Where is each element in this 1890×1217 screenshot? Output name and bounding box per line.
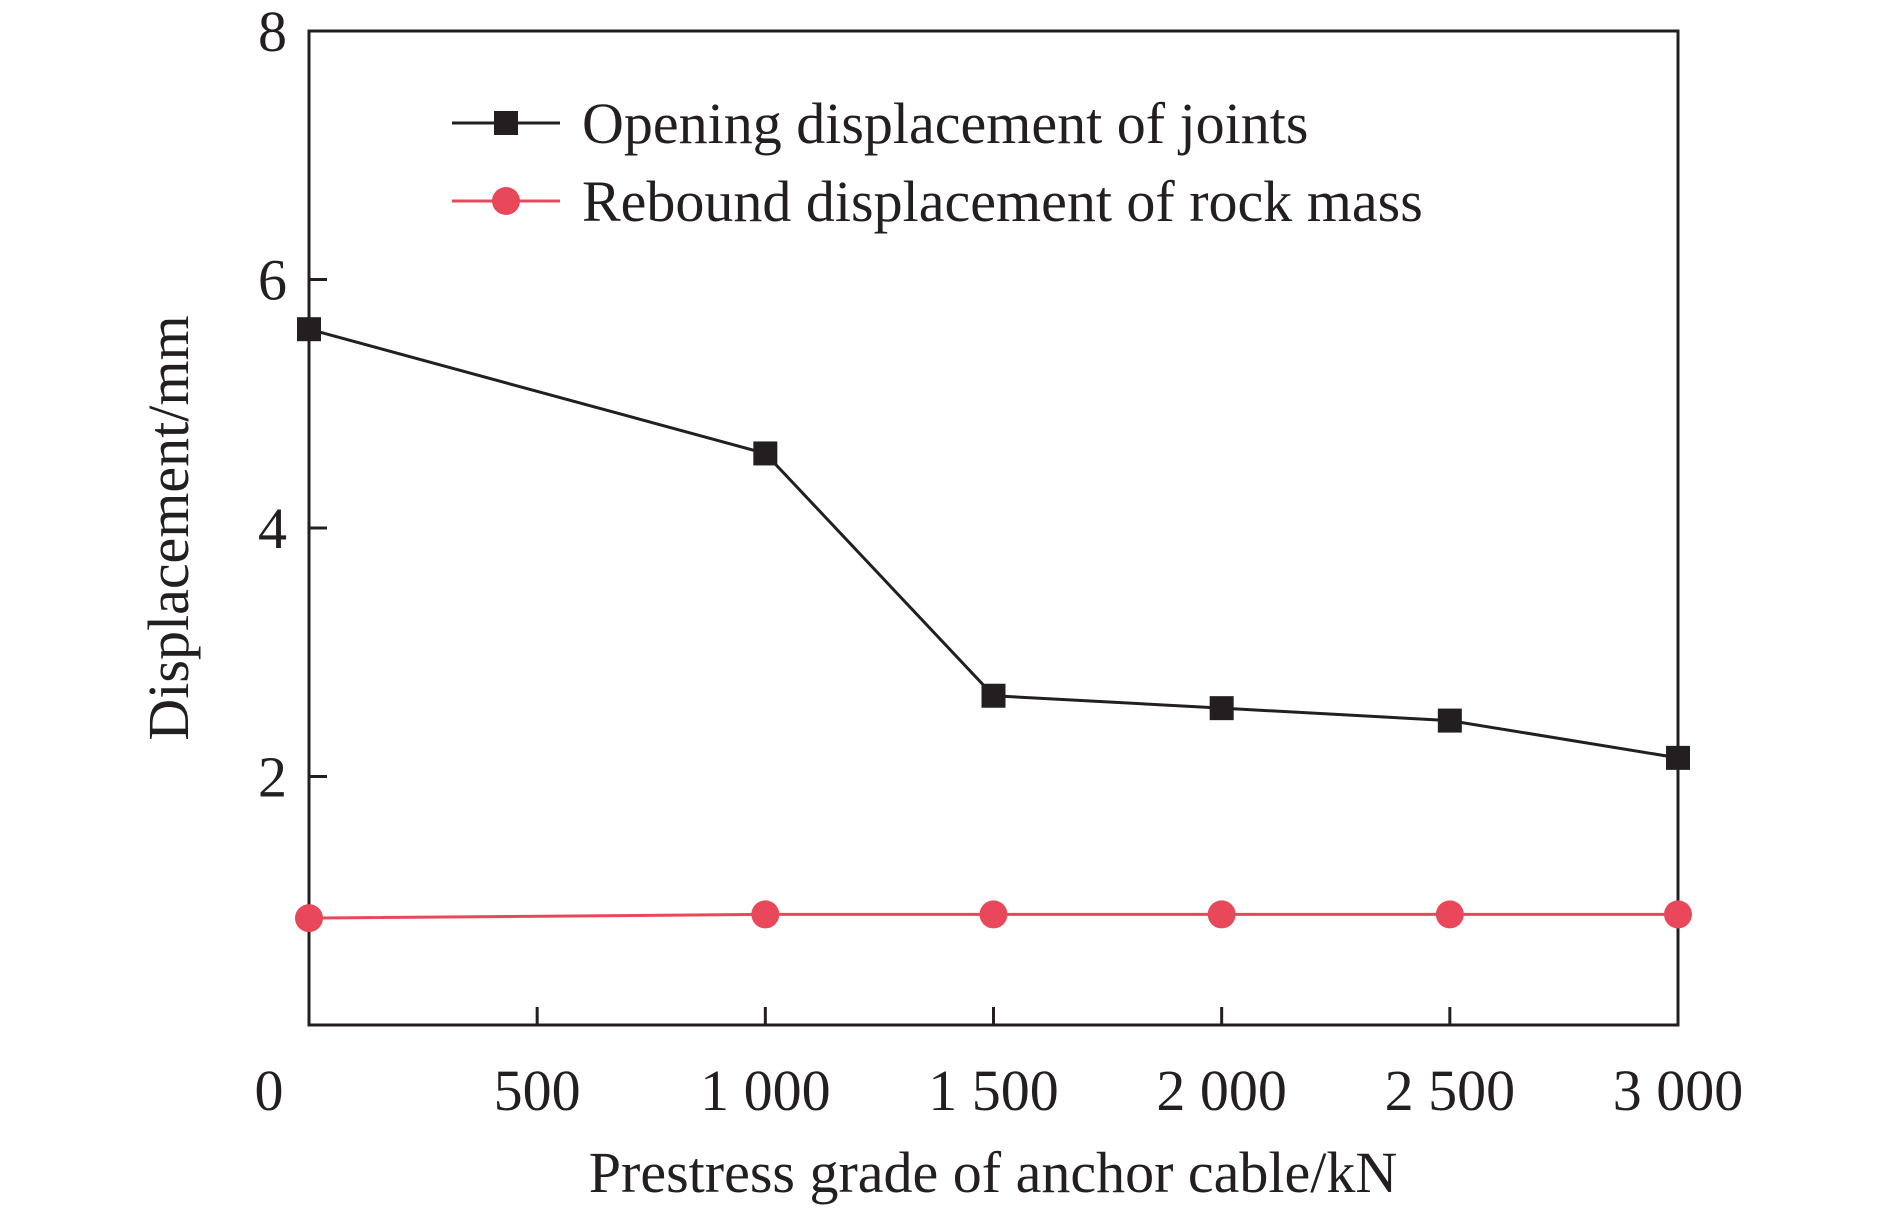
x-tick-label: 1 500 [928, 1058, 1059, 1123]
data-point-circle [1207, 900, 1236, 929]
y-axis-label: Displacement/mm [136, 315, 201, 740]
x-tick-label: 2 000 [1156, 1058, 1287, 1123]
data-point-square [1666, 745, 1690, 770]
series-line-1 [308, 327, 1679, 760]
x-tick-label: 2 500 [1385, 1058, 1516, 1123]
x-tick-label: 1 000 [700, 1058, 831, 1123]
legend-label: Rebound displacement of rock mass [582, 169, 1423, 234]
x-tick-label: 3 000 [1613, 1058, 1744, 1123]
data-point-square [1437, 708, 1462, 733]
legend-label: Opening displacement of joints [582, 91, 1308, 156]
y-tick-label: 8 [258, 0, 287, 64]
legend-marker-square [494, 111, 518, 135]
legend-marker-circle [492, 187, 520, 215]
y-tick-label: 2 [258, 745, 287, 810]
series-line-2 [308, 912, 1678, 920]
data-point-square [753, 441, 778, 466]
data-point-circle [979, 900, 1008, 929]
x-axis-label: Prestress grade of anchor cable/kN [589, 1140, 1397, 1205]
data-point-circle [1435, 900, 1464, 929]
data-point-circle [751, 900, 780, 929]
y-tick-label: 6 [258, 248, 287, 313]
series-layer [295, 317, 1692, 933]
x-tick-label: 0 [255, 1058, 284, 1123]
y-tick-label: 4 [258, 496, 287, 561]
data-point-square [297, 317, 321, 342]
y-axis: 2 4 6 8 [258, 0, 327, 810]
data-point-circle [1664, 900, 1692, 929]
data-point-square [1209, 696, 1234, 721]
x-tick-label: 500 [494, 1058, 581, 1123]
data-point-square [981, 683, 1006, 708]
data-point-circle [295, 904, 323, 933]
x-axis: 0 500 1 000 1 500 2 000 2 500 3 000 [255, 1007, 1744, 1123]
legend: Opening displacement of joints Rebound di… [452, 91, 1423, 234]
